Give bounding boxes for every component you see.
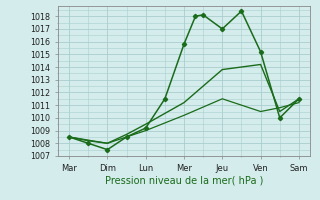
- X-axis label: Pression niveau de la mer( hPa ): Pression niveau de la mer( hPa ): [105, 175, 263, 185]
